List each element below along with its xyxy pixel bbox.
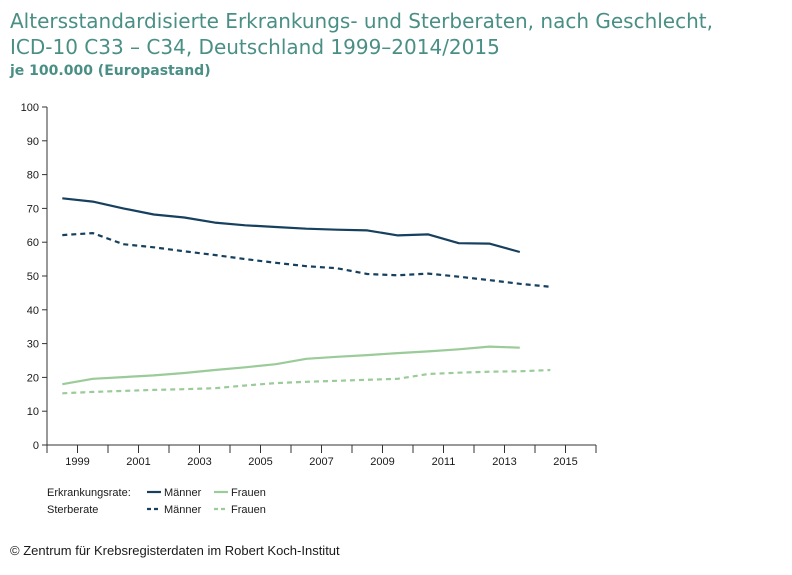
y-tick-label: 100	[21, 102, 39, 114]
series-line-4	[62, 368, 551, 395]
x-tick-label: 2001	[126, 456, 150, 468]
y-tick-label: 40	[27, 305, 39, 317]
chart-title-line-2: ICD-10 C33 – C34, Deutschland 1999–2014/…	[10, 35, 500, 59]
y-tick-label: 90	[27, 136, 39, 148]
chart-subtitle: je 100.000 (Europastand)	[10, 63, 211, 79]
y-tick-label: 50	[27, 271, 39, 283]
x-tick-label: 2013	[492, 456, 516, 468]
y-tick-label: 10	[27, 406, 39, 418]
x-tick-label: 2015	[553, 456, 577, 468]
x-tick-label: 2005	[248, 456, 272, 468]
x-tick-label: 2011	[432, 456, 456, 468]
legend-row-label-mortality: Sterberate	[47, 504, 98, 516]
legend-entry-mortality-women: Frauen	[231, 504, 266, 516]
y-tick-label: 80	[27, 170, 39, 182]
chart-title-line-1: Altersstandardisierte Erkrankungs- und S…	[10, 9, 713, 33]
legend-entry-incidence-men: Männer	[164, 487, 202, 499]
x-tick-label: 1999	[65, 456, 89, 468]
chart-axes: 0 10 20 30 40 50 60 70 80 90 100 1999 2001 2003 2005 20…	[21, 102, 597, 468]
y-tick-label: 60	[27, 237, 39, 249]
legend-entry-incidence-women: Frauen	[231, 487, 266, 499]
copyright-footer: © Zentrum für Krebsregisterdaten im Robe…	[10, 543, 340, 558]
y-tick-label: 20	[27, 372, 39, 384]
chart-title: Altersstandardisierte Erkrankungs- und S…	[10, 8, 790, 60]
y-tick-label: 0	[33, 440, 39, 452]
chart-series	[62, 197, 551, 395]
series-line-2	[62, 232, 551, 288]
x-tick-label: 2007	[309, 456, 333, 468]
x-tick-label: 2009	[370, 456, 394, 468]
series-line-3	[62, 345, 520, 386]
legend-entry-mortality-men: Männer	[164, 504, 202, 516]
y-tick-label: 30	[27, 339, 39, 351]
chart-legend: Erkrankungsrate: Sterberate Männer Fraue…	[47, 487, 266, 516]
series-line-1	[62, 197, 521, 254]
y-tick-label: 70	[27, 203, 39, 215]
legend-row-label-incidence: Erkrankungsrate:	[47, 487, 131, 499]
x-tick-label: 2003	[187, 456, 211, 468]
